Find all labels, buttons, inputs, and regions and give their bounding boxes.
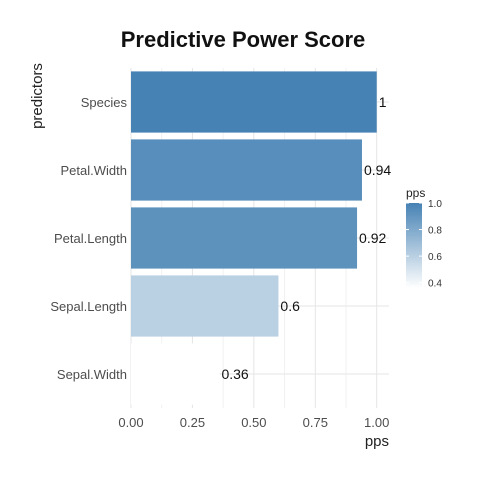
chart-title: Predictive Power Score — [121, 27, 366, 52]
y-tick-label: Species — [81, 95, 128, 110]
x-tick-label: 0.00 — [118, 415, 143, 430]
legend-tick-label: 0.8 — [428, 226, 442, 237]
legend-colorbar — [406, 203, 422, 288]
bar-value-label: 0.36 — [221, 366, 248, 382]
x-tick-label: 0.25 — [180, 415, 205, 430]
bar-petal-length — [131, 207, 358, 269]
y-tick-label: Sepal.Length — [50, 299, 127, 314]
bar-sepal-length — [131, 275, 279, 337]
y-tick-label: Petal.Length — [54, 231, 127, 246]
bar-sepal-width — [131, 343, 220, 405]
y-tick-label: Petal.Width — [61, 163, 127, 178]
x-tick-label: 1.00 — [364, 415, 389, 430]
legend-ticks: 1.0 0.8 0.6 0.4 — [406, 199, 442, 290]
y-axis-title: predictors — [29, 63, 46, 129]
bar-value-label: 1 — [379, 94, 387, 110]
x-tick-label: 0.75 — [303, 415, 328, 430]
bar-labels: 1 0.94 0.92 0.6 0.36 — [221, 94, 391, 382]
color-legend: pps 1.0 0.8 0.6 0.4 — [406, 186, 442, 290]
bar-value-label: 0.6 — [280, 298, 300, 314]
x-axis-ticks: 0.00 0.25 0.50 0.75 1.00 — [118, 415, 389, 430]
y-axis-ticks: Species Petal.Width Petal.Length Sepal.Leng… — [50, 95, 127, 382]
bar-value-label: 0.92 — [359, 230, 386, 246]
x-axis-title: pps — [365, 433, 389, 450]
bar-species — [131, 71, 377, 133]
bar-value-label: 0.94 — [364, 162, 391, 178]
legend-title: pps — [406, 186, 425, 200]
legend-tick-label: 0.6 — [428, 252, 442, 263]
legend-tick-label: 1.0 — [428, 199, 442, 210]
bar-petal-width — [131, 139, 362, 201]
bars — [131, 71, 377, 405]
y-tick-label: Sepal.Width — [57, 367, 127, 382]
x-tick-label: 0.50 — [241, 415, 266, 430]
legend-tick-label: 0.4 — [428, 279, 442, 290]
